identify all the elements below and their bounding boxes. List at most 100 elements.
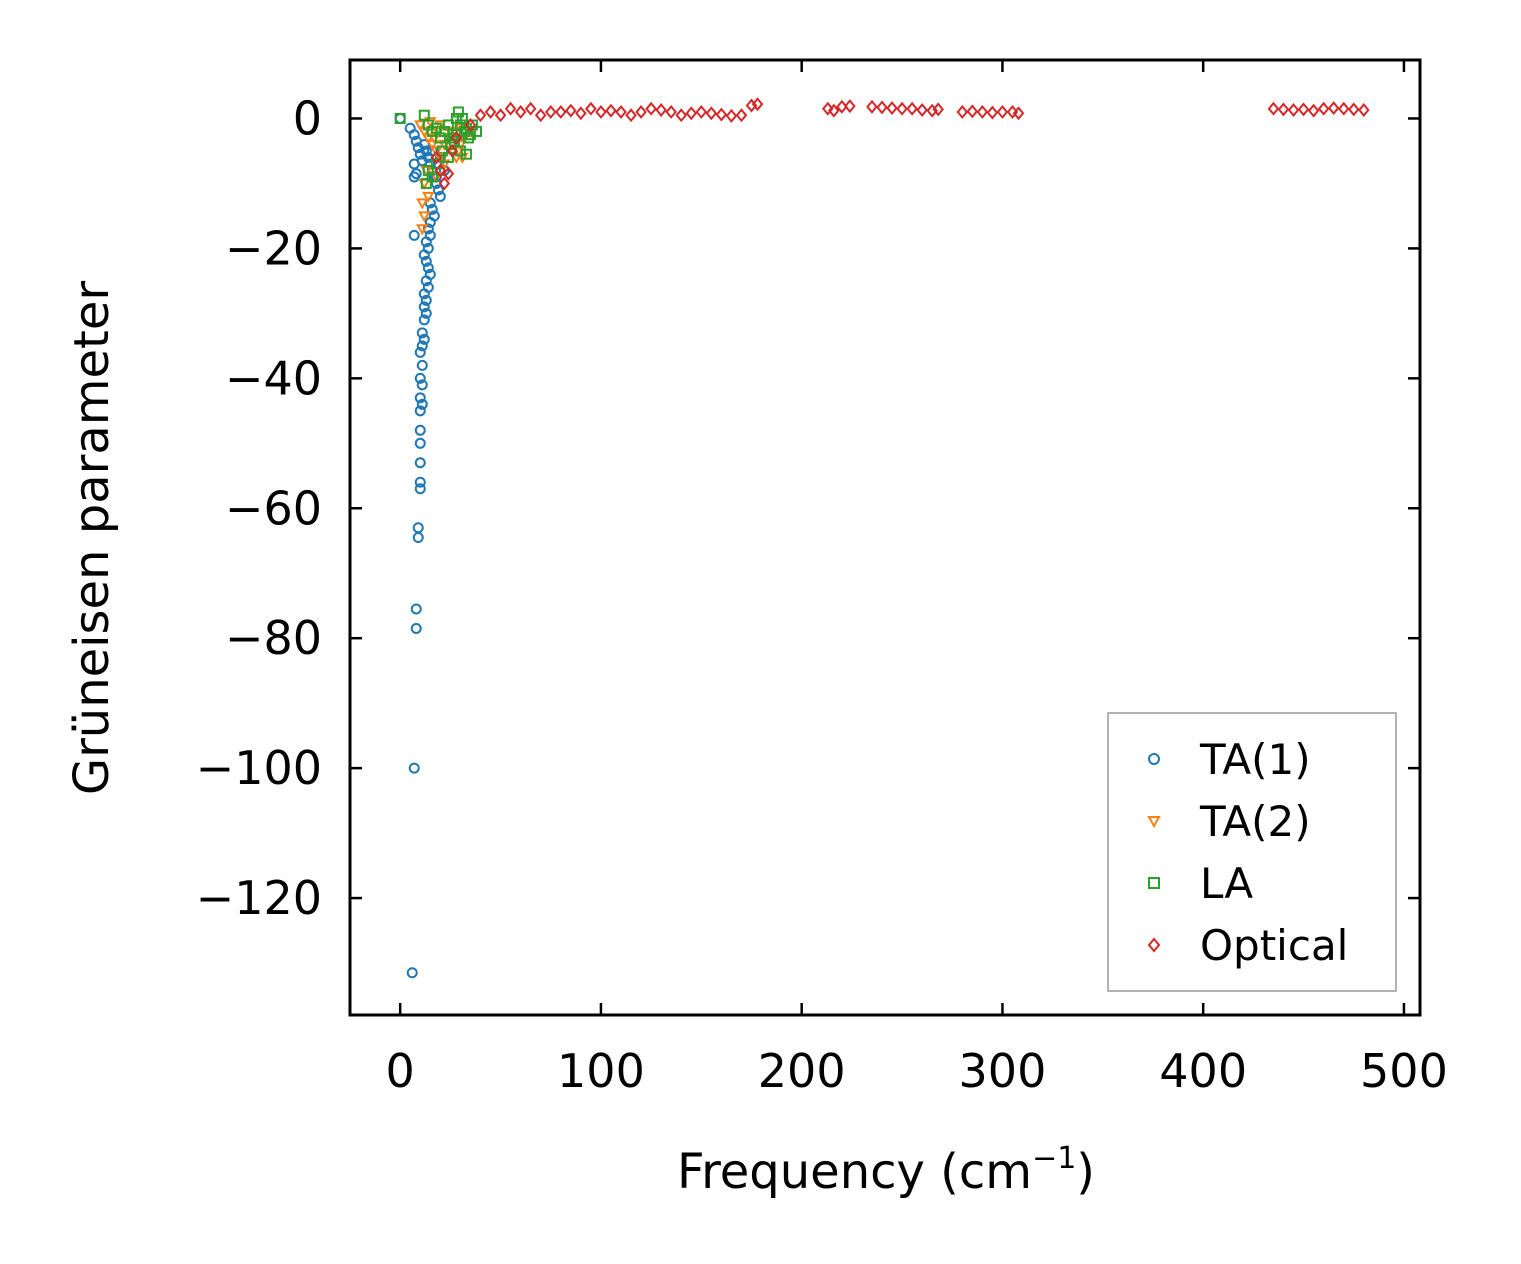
point-la bbox=[422, 164, 434, 176]
point-optical bbox=[434, 163, 447, 178]
point-ta-2 bbox=[446, 146, 459, 158]
y-tick-label: −80 bbox=[225, 611, 322, 665]
point-ta-1 bbox=[408, 229, 420, 241]
point-optical bbox=[524, 101, 537, 116]
legend-marker bbox=[1147, 937, 1161, 953]
point-optical bbox=[1277, 102, 1290, 117]
point-ta-1 bbox=[420, 294, 432, 306]
point-optical bbox=[534, 108, 547, 123]
point-ta-1 bbox=[420, 275, 432, 287]
legend-marker bbox=[1148, 877, 1160, 889]
point-ta-1 bbox=[406, 967, 418, 979]
point-ta-1 bbox=[418, 314, 430, 326]
point-ta-1 bbox=[434, 190, 446, 202]
point-optical bbox=[828, 103, 840, 118]
x-axis-title-main: Frequency (cm bbox=[677, 1144, 1032, 1200]
point-optical bbox=[645, 101, 657, 116]
point-ta-2 bbox=[414, 120, 427, 132]
point-ta-2 bbox=[418, 211, 431, 223]
legend-label: LA bbox=[1200, 859, 1253, 908]
point-optical bbox=[916, 103, 928, 117]
point-optical bbox=[1297, 102, 1310, 117]
point-optical bbox=[655, 103, 667, 117]
point-ta-1 bbox=[422, 262, 434, 274]
x-tick-label: 500 bbox=[1360, 1044, 1448, 1098]
point-ta-1 bbox=[414, 437, 426, 449]
point-optical bbox=[966, 104, 979, 119]
point-optical bbox=[886, 101, 898, 116]
point-ta-1 bbox=[418, 249, 430, 261]
x-tick-label: 100 bbox=[557, 1044, 645, 1098]
point-ta-1 bbox=[418, 288, 430, 300]
point-optical bbox=[1267, 101, 1280, 116]
point-ta-1 bbox=[414, 476, 426, 488]
point-optical bbox=[1012, 106, 1025, 121]
point-optical bbox=[450, 130, 463, 145]
point-optical bbox=[1287, 103, 1300, 117]
point-ta-1 bbox=[408, 158, 420, 170]
point-ta-1 bbox=[416, 340, 428, 352]
point-ta-1 bbox=[414, 392, 426, 404]
point-optical bbox=[821, 101, 834, 116]
point-optical bbox=[1357, 103, 1370, 117]
axis-ticks: 0 100 200 300 400 500 0 −20 −40 −60 −80 −100 −120 bbox=[196, 60, 1448, 1098]
point-ta-1 bbox=[420, 145, 432, 157]
point-ta-1 bbox=[414, 483, 426, 495]
point-optical bbox=[1337, 101, 1350, 116]
point-optical bbox=[625, 108, 637, 123]
point-ta-1 bbox=[418, 301, 430, 313]
point-la bbox=[442, 119, 454, 131]
point-optical bbox=[430, 150, 443, 165]
point-optical bbox=[725, 108, 738, 123]
point-optical bbox=[705, 106, 718, 121]
point-ta-1 bbox=[432, 184, 444, 196]
point-ta-2 bbox=[422, 191, 435, 203]
legend-label: TA(1) bbox=[1199, 735, 1311, 784]
point-optical bbox=[715, 107, 728, 122]
point-optical bbox=[836, 99, 848, 114]
point-optical bbox=[442, 166, 455, 181]
point-ta-2 bbox=[434, 152, 447, 165]
point-optical bbox=[565, 103, 577, 118]
point-optical bbox=[1327, 101, 1340, 116]
legend-label: Optical bbox=[1200, 921, 1348, 970]
x-axis-title-exponent: −1 bbox=[1032, 1141, 1076, 1176]
point-ta-1 bbox=[394, 112, 406, 124]
point-optical bbox=[575, 106, 587, 121]
data-points bbox=[394, 97, 1370, 979]
point-optical bbox=[665, 105, 678, 119]
point-la bbox=[450, 129, 462, 141]
legend: TA(1) TA(2) LA Optical bbox=[1107, 712, 1397, 992]
x-tick-label: 300 bbox=[959, 1044, 1047, 1098]
y-tick-label: −20 bbox=[225, 221, 322, 275]
point-ta-2 bbox=[416, 198, 429, 210]
point-ta-1 bbox=[420, 255, 432, 267]
point-optical bbox=[464, 118, 477, 132]
point-ta-1 bbox=[412, 532, 424, 543]
point-optical bbox=[514, 105, 527, 119]
point-ta-1 bbox=[410, 603, 422, 615]
legend-marker bbox=[1147, 816, 1161, 829]
point-optical bbox=[956, 105, 969, 119]
point-ta-1 bbox=[408, 129, 420, 141]
point-optical bbox=[906, 101, 918, 116]
x-axis-title-suffix: ) bbox=[1076, 1144, 1095, 1200]
point-optical bbox=[996, 105, 1009, 119]
x-tick-label: 400 bbox=[1159, 1044, 1247, 1098]
y-tick-label: −60 bbox=[225, 481, 322, 535]
point-optical bbox=[494, 108, 507, 123]
point-ta-1 bbox=[420, 307, 432, 319]
legend-marker bbox=[1148, 753, 1160, 765]
point-optical bbox=[685, 106, 698, 121]
y-tick-label: −40 bbox=[225, 351, 322, 405]
point-ta-1 bbox=[414, 457, 426, 469]
point-optical bbox=[438, 176, 451, 191]
point-optical bbox=[866, 99, 878, 114]
y-axis-title: Grüneisen parameter bbox=[64, 281, 120, 796]
point-optical bbox=[1307, 103, 1320, 118]
point-ta-1 bbox=[424, 216, 436, 228]
point-optical bbox=[615, 105, 627, 119]
point-ta-1 bbox=[414, 424, 426, 436]
point-ta-1 bbox=[416, 327, 428, 339]
